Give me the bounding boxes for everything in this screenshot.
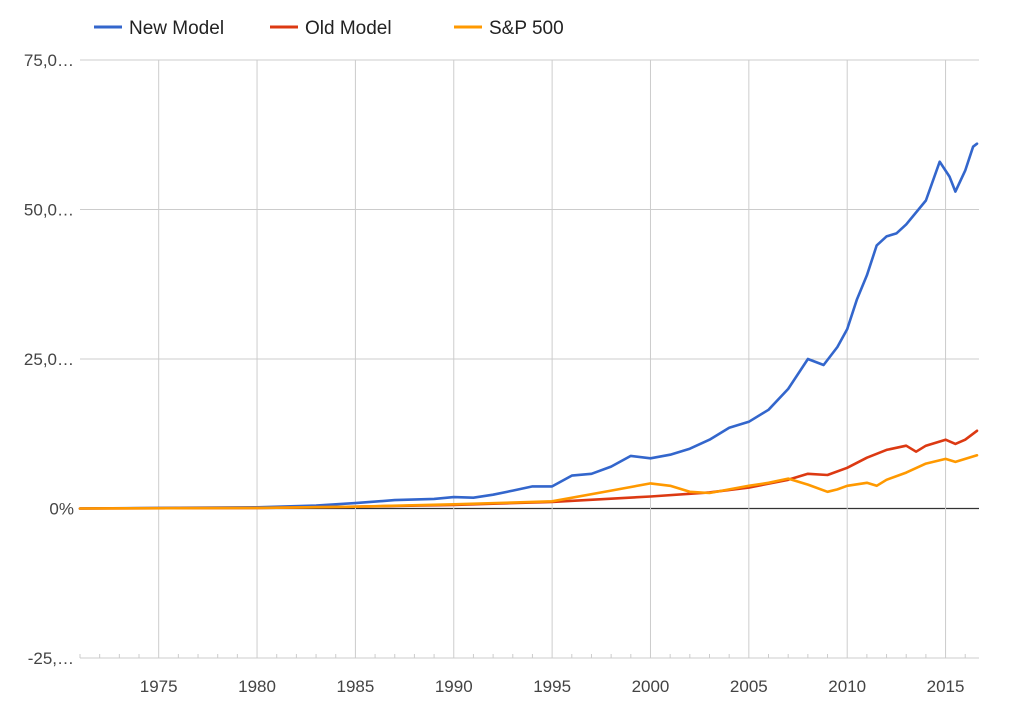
x-tick-label: 2005 [730,677,768,696]
x-tick-label: 1995 [533,677,571,696]
x-tick-label: 1990 [435,677,473,696]
x-tick-label: 1985 [336,677,374,696]
x-tick-label: 1975 [140,677,178,696]
y-tick-label: 0% [49,500,74,519]
series-line-0 [78,142,979,510]
y-tick-label: 25,0… [24,350,74,369]
plot-lines [78,142,979,510]
x-tick-label: 2000 [632,677,670,696]
x-axis: 1975 1980 1985 1990 1995 2000 2005 2010 2015 [79,654,966,696]
legend-item[interactable]: New Model [94,18,224,39]
y-axis: 75,0… 50,0… 25,0… 0% -25,… [24,51,74,668]
y-tick-label: -25,… [28,649,74,668]
legend-item[interactable]: Old Model [270,18,392,39]
legend: New Model Old Model S&P 500 [94,18,564,39]
series-line-2 [78,454,979,510]
legend-label: S&P 500 [489,18,564,39]
legend-label: New Model [129,18,224,39]
y-tick-label: 50,0… [24,201,74,220]
legend-item[interactable]: S&P 500 [454,18,564,39]
x-tick-label: 1980 [238,677,276,696]
x-tick-label: 2015 [927,677,965,696]
legend-label: Old Model [305,18,392,39]
x-tick-label: 2010 [828,677,866,696]
y-tick-label: 75,0… [24,51,74,70]
series-line-1 [78,429,979,510]
gridlines [80,59,979,659]
